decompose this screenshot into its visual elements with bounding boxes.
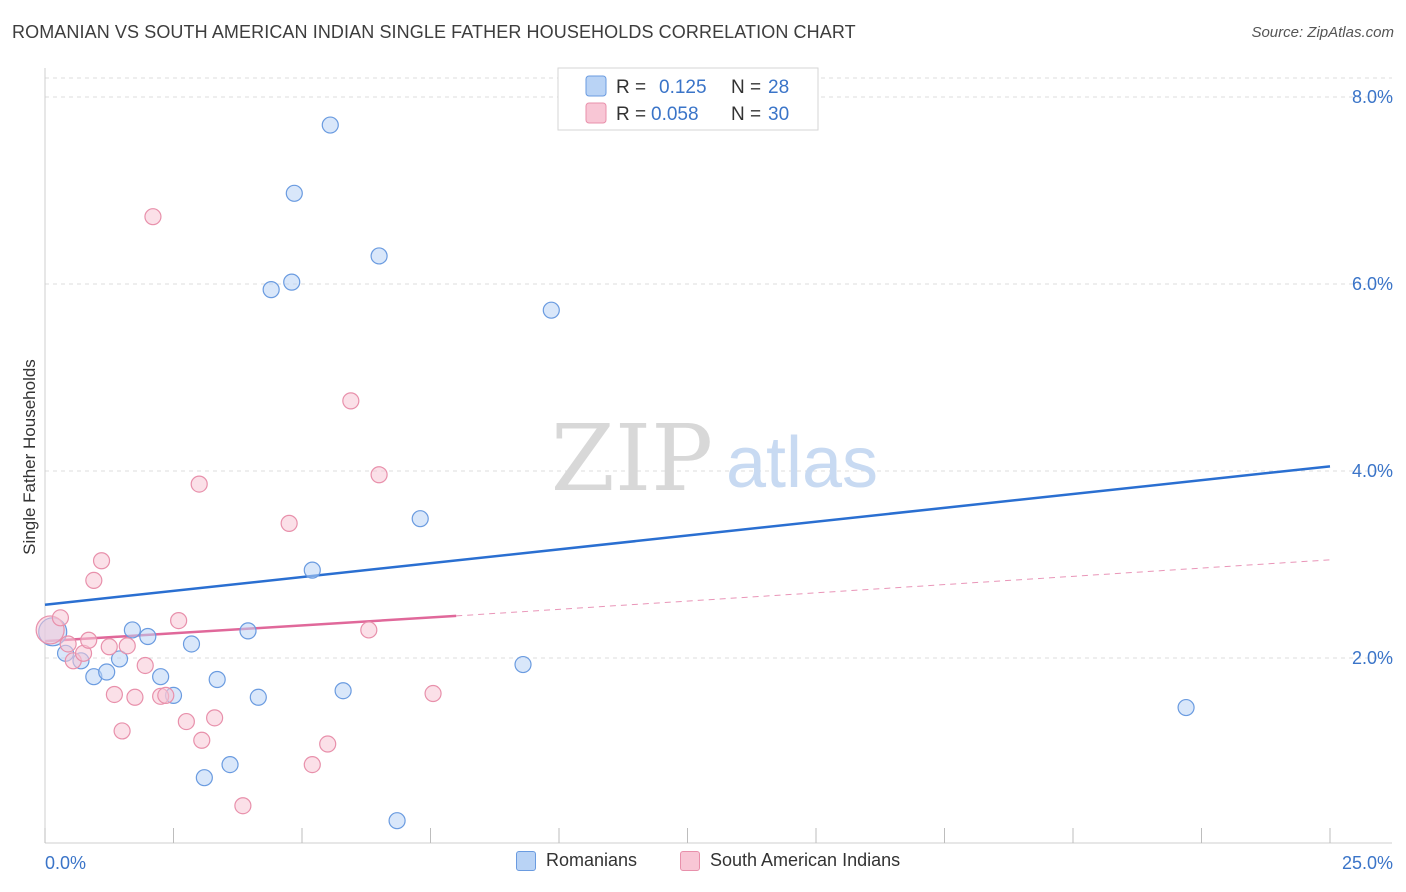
point-romanians — [221, 755, 239, 774]
legend-n-label-romanians: N = — [731, 77, 761, 98]
point-south-american-indians — [85, 571, 103, 589]
point-romanians — [321, 116, 339, 134]
legend-r-label-sai: R = — [616, 104, 646, 125]
point-south-american-indians — [80, 631, 98, 649]
point-south-american-indians — [51, 609, 70, 627]
point-south-american-indians — [370, 466, 388, 484]
point-romanians — [388, 812, 406, 830]
point-south-american-indians — [118, 637, 136, 655]
point-south-american-indians — [113, 722, 131, 740]
source-label: Source: ZipAtlas.com — [1251, 24, 1394, 41]
point-south-american-indians — [280, 514, 298, 532]
point-romanians — [110, 650, 129, 668]
point-romanians — [208, 670, 226, 689]
point-south-american-indians — [177, 712, 195, 731]
legend-item-sai: South American Indians — [680, 850, 900, 871]
point-south-american-indians — [360, 621, 378, 639]
point-south-american-indians — [206, 709, 224, 727]
point-south-american-indians — [193, 731, 211, 749]
legend-r-label-romanians: R = — [616, 77, 646, 98]
legend-swatch-romanians — [585, 75, 607, 97]
point-romanians — [334, 682, 352, 700]
point-south-american-indians — [92, 552, 111, 570]
point-romanians — [370, 247, 388, 265]
y-tick-label: 8.0% — [1352, 87, 1393, 107]
point-south-american-indians — [157, 686, 175, 705]
legend-n-label-sai: N = — [731, 104, 761, 125]
point-south-american-indians — [303, 755, 321, 774]
point-south-american-indians — [136, 656, 154, 675]
point-south-american-indians — [424, 684, 442, 703]
trend-line-extension-south-american-indians — [456, 559, 1331, 617]
point-romanians — [123, 621, 141, 639]
legend-item-romanians: Romanians — [516, 850, 637, 871]
point-romanians — [98, 663, 116, 681]
point-south-american-indians — [126, 688, 144, 706]
point-romanians — [182, 635, 201, 653]
legend-label-romanians: Romanians — [546, 850, 638, 870]
watermark-atlas: atlas — [726, 423, 878, 503]
legend-n-value-sai: 30 — [768, 104, 789, 125]
legend-swatch-sai — [585, 102, 607, 124]
point-romanians — [139, 627, 157, 646]
point-south-american-indians — [319, 735, 337, 753]
axes — [44, 68, 1392, 844]
legend-n-value-romanians: 28 — [768, 77, 789, 98]
point-romanians — [542, 301, 560, 319]
point-south-american-indians — [100, 638, 118, 656]
point-south-american-indians — [59, 635, 77, 653]
point-romanians — [249, 688, 267, 706]
y-tick-label: 4.0% — [1352, 461, 1393, 481]
x-tick-label-min: 0.0% — [45, 853, 86, 873]
watermark: ZIP atlas — [551, 405, 878, 512]
x-tick-label-max: 25.0% — [1342, 853, 1393, 873]
watermark-zip: ZIP — [551, 405, 713, 512]
legend-label-sai: South American Indians — [710, 850, 901, 870]
legend-r-value-romanians: 0.125 — [659, 77, 707, 98]
y-tick-label: 6.0% — [1352, 274, 1393, 294]
legend-swatch-sai-bottom — [680, 850, 700, 871]
point-south-american-indians — [170, 611, 188, 630]
point-romanians — [262, 281, 280, 299]
point-romanians — [514, 655, 532, 674]
legend-bottom: Romanians South American Indians — [0, 850, 1406, 880]
point-romanians — [283, 273, 301, 291]
point-south-american-indians — [342, 392, 360, 410]
chart-title: ROMANIAN VS SOUTH AMERICAN INDIAN SINGLE… — [12, 22, 856, 42]
point-south-american-indians — [190, 475, 208, 493]
point-romanians — [1177, 698, 1195, 717]
y-tick-label: 2.0% — [1352, 648, 1393, 668]
point-romanians — [239, 622, 257, 640]
trend-line-romanians — [44, 465, 1331, 606]
grid-lines — [45, 77, 1392, 659]
point-romanians — [411, 510, 429, 528]
legend-r-value-sai: 0.058 — [651, 104, 699, 125]
point-romanians — [285, 184, 303, 202]
point-south-american-indians — [234, 797, 252, 815]
point-romanians — [303, 561, 321, 579]
point-romanians — [152, 668, 170, 686]
point-south-american-indians — [144, 208, 162, 226]
legend-swatch-romanians-bottom — [516, 850, 536, 871]
tick-labels: 2.0% 4.0% 6.0% 8.0% 0.0% 25.0% — [45, 87, 1393, 873]
legend-top: R = 0.125 N = 28 R = 0.058 N = 30 — [557, 67, 819, 131]
data-points — [35, 116, 1195, 830]
point-romanians — [195, 769, 213, 787]
point-south-american-indians — [105, 685, 123, 704]
